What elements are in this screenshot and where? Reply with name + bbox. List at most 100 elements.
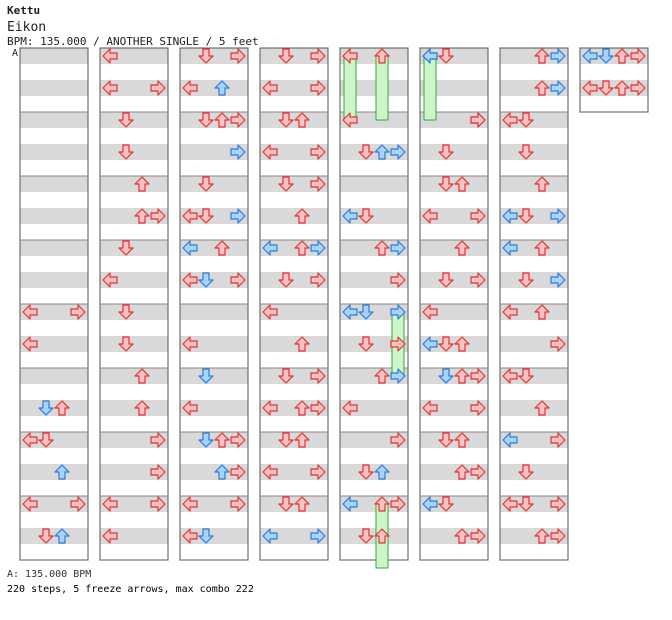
stripe	[100, 112, 168, 128]
step-arrow-right	[310, 368, 326, 384]
step-arrow-up	[214, 432, 230, 448]
step-arrow-left	[342, 48, 358, 64]
column-frame	[579, 47, 649, 113]
step-arrow-left	[262, 80, 278, 96]
stripe	[100, 80, 168, 96]
step-arrow-left	[182, 400, 198, 416]
freeze-arrow-body	[343, 55, 357, 121]
stripe	[500, 528, 568, 544]
step-arrow-left	[262, 304, 278, 320]
footer-stats: 220 steps, 5 freeze arrows, max combo 22…	[7, 584, 254, 595]
stripe	[500, 336, 568, 352]
stripe	[20, 464, 88, 480]
step-arrow-left	[22, 304, 38, 320]
step-arrow-right	[390, 240, 406, 256]
step-arrow-up	[374, 48, 390, 64]
stripe	[180, 80, 248, 96]
step-arrow-right	[230, 496, 246, 512]
step-arrow-up	[294, 112, 310, 128]
step-arrow-up	[454, 336, 470, 352]
chart-column	[499, 47, 569, 561]
stripe	[500, 464, 568, 480]
stripe	[100, 208, 168, 224]
stripe	[420, 336, 488, 352]
step-arrow-down	[198, 112, 214, 128]
step-arrow-right	[310, 272, 326, 288]
step-arrow-down	[598, 80, 614, 96]
stripe	[340, 368, 408, 384]
step-arrow-up	[454, 464, 470, 480]
step-arrow-up	[374, 464, 390, 480]
stripe	[20, 80, 88, 96]
stripe	[420, 528, 488, 544]
stripe	[180, 432, 248, 448]
stripe	[100, 496, 168, 512]
step-arrow-left	[22, 496, 38, 512]
chart-info: BPM: 135.000 / ANOTHER SINGLE / 5 feet	[7, 35, 259, 48]
step-arrow-right	[550, 496, 566, 512]
stripe	[340, 464, 408, 480]
chart-column	[339, 47, 409, 561]
stripe	[260, 208, 328, 224]
step-arrow-left	[262, 144, 278, 160]
stripe	[420, 464, 488, 480]
step-arrow-up	[134, 176, 150, 192]
step-arrow-right	[470, 272, 486, 288]
step-arrow-down	[438, 144, 454, 160]
step-arrow-right	[470, 400, 486, 416]
step-arrow-left	[422, 48, 438, 64]
stripe	[260, 336, 328, 352]
step-arrow-down	[118, 112, 134, 128]
step-arrow-down	[38, 400, 54, 416]
step-arrow-right	[230, 432, 246, 448]
step-arrow-right	[310, 240, 326, 256]
stripe	[340, 176, 408, 192]
step-arrow-right	[70, 496, 86, 512]
step-arrow-down	[358, 336, 374, 352]
step-arrow-left	[422, 208, 438, 224]
step-arrow-right	[390, 304, 406, 320]
stripe	[340, 208, 408, 224]
step-arrow-right	[150, 208, 166, 224]
step-arrow-right	[470, 368, 486, 384]
step-arrow-down	[278, 272, 294, 288]
stripe	[340, 112, 408, 128]
step-arrow-up	[134, 208, 150, 224]
step-arrow-up	[454, 432, 470, 448]
step-arrow-right	[470, 528, 486, 544]
footer-bpm: A: 135.000 BPM	[7, 569, 92, 580]
stripe	[20, 144, 88, 160]
step-arrow-left	[102, 496, 118, 512]
section-marker: A	[12, 48, 19, 59]
step-arrow-left	[102, 528, 118, 544]
step-arrow-up	[294, 240, 310, 256]
stripe	[100, 432, 168, 448]
step-arrow-right	[470, 208, 486, 224]
step-arrow-left	[182, 80, 198, 96]
step-arrow-left	[182, 272, 198, 288]
step-arrow-up	[294, 336, 310, 352]
stripe	[260, 80, 328, 96]
step-arrow-down	[438, 432, 454, 448]
stripe	[180, 336, 248, 352]
stripe	[420, 208, 488, 224]
stripe	[180, 240, 248, 256]
step-arrow-right	[470, 112, 486, 128]
stripe	[100, 144, 168, 160]
stripe	[420, 496, 488, 512]
stripe	[180, 176, 248, 192]
step-arrow-right	[310, 144, 326, 160]
step-arrow-up	[534, 176, 550, 192]
stripe	[180, 208, 248, 224]
step-arrow-right	[550, 336, 566, 352]
stripe	[260, 304, 328, 320]
step-arrow-right	[230, 208, 246, 224]
stripe	[260, 240, 328, 256]
stripe	[260, 272, 328, 288]
stripe	[340, 400, 408, 416]
step-arrow-up	[454, 528, 470, 544]
step-arrow-down	[358, 304, 374, 320]
step-arrow-left	[502, 240, 518, 256]
stripe	[500, 304, 568, 320]
step-arrow-up	[294, 400, 310, 416]
